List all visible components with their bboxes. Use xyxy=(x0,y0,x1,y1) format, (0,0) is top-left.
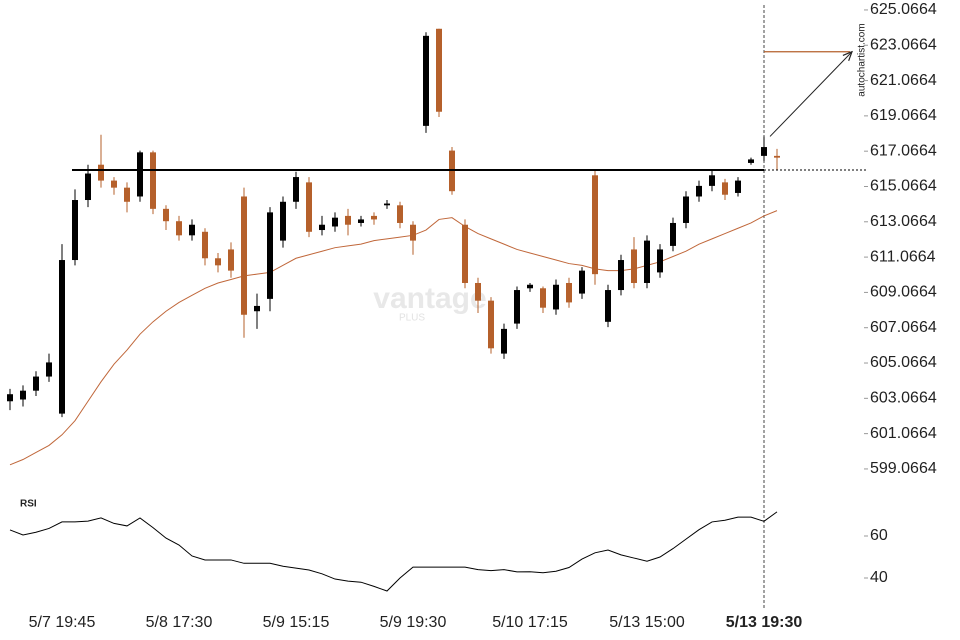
candle-body xyxy=(462,224,468,283)
candle-body xyxy=(358,219,364,223)
y-tick-label: 617.0664 xyxy=(870,142,937,159)
y-tick-label: 605.0664 xyxy=(870,354,937,371)
candle-body xyxy=(98,164,104,181)
candle-body xyxy=(436,28,442,112)
candle-body xyxy=(774,155,780,158)
candle-body xyxy=(345,215,351,225)
candle-body xyxy=(501,328,507,354)
x-tick-label: 5/13 15:00 xyxy=(609,614,685,631)
candle-body xyxy=(618,260,624,291)
y-tick-label: 611.0664 xyxy=(870,248,936,265)
rsi-label: RSI xyxy=(20,499,37,510)
rsi-line xyxy=(9,511,778,592)
rsi-tick-label: 60 xyxy=(870,527,888,544)
candle-body xyxy=(306,182,312,232)
y-tick-label: 625.0664 xyxy=(870,1,937,18)
candle-body xyxy=(631,249,637,283)
x-tick-label: 5/9 15:15 xyxy=(263,614,330,631)
candle-body xyxy=(20,390,26,400)
y-tick-label: 621.0664 xyxy=(870,72,937,89)
x-tick-label: 5/7 19:45 xyxy=(29,614,96,631)
x-tick-label: 5/10 17:15 xyxy=(492,614,568,631)
target-arrow xyxy=(769,52,852,137)
candle-body xyxy=(657,249,663,273)
candle-body xyxy=(397,205,403,223)
y-tick-label: 599.0664 xyxy=(870,460,937,477)
candle-body xyxy=(579,270,585,294)
candle-body xyxy=(592,175,598,275)
candle-body xyxy=(150,152,156,209)
y-tick-label: 609.0664 xyxy=(870,284,937,301)
candle-body xyxy=(371,215,377,220)
watermark-sub: PLUS xyxy=(399,313,425,324)
y-tick-label: 623.0664 xyxy=(870,36,937,53)
moving-average xyxy=(9,210,778,466)
candle-body xyxy=(566,282,572,303)
candle-body xyxy=(85,173,91,201)
candle-body xyxy=(228,249,234,271)
y-tick-label: 613.0664 xyxy=(870,213,937,230)
candle-body xyxy=(33,376,39,391)
candle-body xyxy=(644,240,650,283)
candle-body xyxy=(7,394,13,402)
candle-body xyxy=(722,182,728,195)
candle-body xyxy=(332,217,338,227)
candle-body xyxy=(319,224,325,231)
candle-body xyxy=(163,208,169,222)
candle-body xyxy=(605,290,611,322)
candle-body xyxy=(709,175,715,186)
y-tick-label: 607.0664 xyxy=(870,319,937,336)
candle-body xyxy=(514,290,520,324)
candle-body xyxy=(696,185,702,197)
candle-body xyxy=(111,180,117,188)
y-tick-label: 601.0664 xyxy=(870,425,937,442)
candle-body xyxy=(215,258,221,266)
candle-body xyxy=(410,224,416,241)
candle-body xyxy=(124,187,130,202)
candle-body xyxy=(475,282,481,301)
x-tick-label: 5/9 19:30 xyxy=(380,614,447,631)
candle-body xyxy=(267,212,273,299)
candle-body xyxy=(293,177,299,202)
y-tick-label: 615.0664 xyxy=(870,178,937,195)
candle-body xyxy=(280,201,286,241)
candle-body xyxy=(540,288,546,308)
rsi-tick-label: 40 xyxy=(870,569,888,586)
candle-body xyxy=(488,300,494,349)
candle-body xyxy=(254,305,260,312)
candle-body xyxy=(748,159,754,163)
candle-body xyxy=(761,147,767,156)
source: autochartist.com xyxy=(857,23,868,96)
candle-body xyxy=(735,180,741,193)
candle-body xyxy=(683,196,689,223)
candle-body xyxy=(59,260,65,414)
candle-body xyxy=(202,231,208,259)
watermark: vantage xyxy=(373,282,486,315)
candle-body xyxy=(72,200,78,261)
x-tick-label: 5/8 17:30 xyxy=(146,614,213,631)
candle-body xyxy=(137,152,143,197)
candle-body xyxy=(176,221,182,236)
x-tick-label: 5/13 19:30 xyxy=(726,614,803,631)
candle-body xyxy=(527,284,533,289)
candle-body xyxy=(189,224,195,236)
candle-body xyxy=(241,196,247,315)
candle-body xyxy=(46,362,52,377)
y-tick-label: 603.0664 xyxy=(870,390,937,407)
candle-body xyxy=(384,203,390,206)
y-tick-label: 619.0664 xyxy=(870,107,937,124)
candle-body xyxy=(423,35,429,126)
candle-body xyxy=(670,222,676,246)
candle-body xyxy=(553,284,559,310)
